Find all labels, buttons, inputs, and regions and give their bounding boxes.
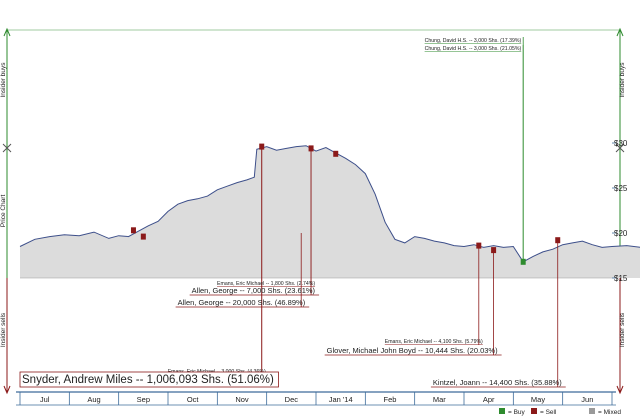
- buy-zone-arrow-left: [3, 27, 11, 37]
- trade-marker: [130, 227, 136, 234]
- annotation-label: Allen, George -- 7,000 Shs. (23.61%): [192, 286, 316, 295]
- markers-layer: [130, 143, 561, 265]
- x-tick-label: May: [531, 395, 545, 404]
- x-tick-label: Jul: [40, 395, 50, 404]
- trade-marker: [520, 258, 526, 265]
- y-tick-label: $25: [614, 184, 628, 193]
- annotation-label: Chung, David H.S. -- 3,000 Shs. (17.39%): [425, 38, 522, 44]
- annotation-label: Snyder, Andrew Miles -- 1,006,093 Shs. (…: [22, 374, 274, 386]
- annotation-box: [19, 371, 279, 388]
- price-line: [19, 145, 640, 263]
- legend-label: = Sell: [540, 409, 557, 416]
- zone-cross-left: [2, 143, 12, 153]
- x-tick-label: Apr: [483, 395, 495, 404]
- trade-marker: [259, 143, 265, 150]
- annotation-label: Emans, Eric Michael -- 1,800 Shs. (2.74%…: [217, 281, 315, 287]
- annotation-label: Emans, Eric Michael -- 4,100 Shs. (5.79%…: [385, 339, 483, 345]
- legend-label: = Buy: [508, 409, 526, 416]
- price-layer: [19, 145, 640, 279]
- trade-marker: [308, 145, 314, 152]
- annotation-label: Kintzel, Joann -- 14,400 Shs. (35.88%): [433, 378, 562, 387]
- annotation-label: Allen, George -- 20,000 Shs. (46.89%): [178, 298, 306, 307]
- trade-marker: [140, 233, 146, 240]
- annotation-label: Glover, Michael John Boyd -- 10,444 Shs.…: [327, 346, 498, 355]
- y-tick-label: $20: [614, 229, 628, 238]
- x-tick-label: Aug: [87, 395, 100, 404]
- axes-layer: $30 $25 $20 $15 Jul Aug Sep Oct Nov Dec Jan '14 Feb…: [16, 139, 628, 406]
- x-tick-label: Sep: [137, 395, 150, 404]
- x-tick-label: Jun: [581, 395, 593, 404]
- price-chart-label-left: Price Chart: [0, 195, 7, 228]
- insider-sells-label-right: Insider sells: [619, 312, 626, 347]
- sell-zone-arrow-left: [3, 385, 11, 395]
- legend-layer: = Buy = Sell = Mixed: [499, 408, 621, 416]
- x-tick-label: Feb: [384, 395, 397, 404]
- legend-swatch: [531, 408, 537, 414]
- legend-label: = Mixed: [598, 409, 621, 416]
- legend-swatch: [589, 408, 595, 414]
- price-area-fill: [20, 145, 640, 278]
- insider-buys-label-right: Insider buys: [619, 62, 626, 98]
- x-tick-label: Nov: [235, 395, 249, 404]
- buy-zone-arrow-right: [616, 27, 624, 37]
- insider-sells-label-left: Insider sells: [0, 312, 7, 347]
- legend-swatch: [499, 408, 505, 414]
- trade-marker: [555, 237, 561, 244]
- x-tick-label: Mar: [433, 395, 446, 404]
- sell-zone-arrow-right: [616, 385, 624, 395]
- connectors-layer: [261, 37, 559, 387]
- trade-marker: [476, 242, 482, 249]
- zones-layer: Insider buys Price Chart Insider sells Insi…: [0, 27, 626, 395]
- annotations-layer: Chung, David H.S. -- 3,000 Shs. (17.39%)…: [19, 38, 566, 388]
- x-tick-label: Dec: [285, 395, 299, 404]
- annotation-label: Chung, David H.S. -- 3,000 Shs. (21.05%): [425, 46, 522, 52]
- y-tick-label: $15: [614, 274, 628, 283]
- x-tick-label: Jan '14: [329, 395, 353, 404]
- zone-cross-right: [615, 143, 625, 153]
- insider-buys-label-left: Insider buys: [0, 62, 7, 98]
- x-tick-label: Oct: [187, 395, 200, 404]
- trade-marker: [333, 150, 339, 157]
- y-tick-label: $30: [614, 139, 628, 148]
- trade-marker: [491, 247, 497, 254]
